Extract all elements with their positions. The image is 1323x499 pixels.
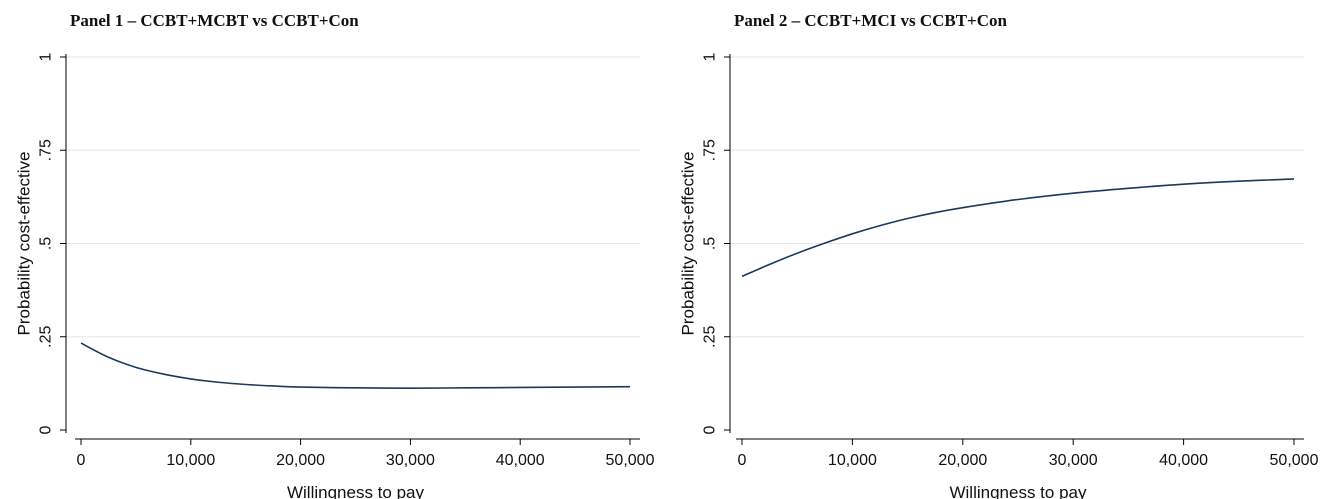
- x-axis-title: Willingness to pay: [949, 483, 1087, 499]
- y-tick-label: 0: [38, 425, 55, 434]
- x-tick-label: 10,000: [166, 452, 215, 469]
- x-tick-label: 20,000: [276, 452, 325, 469]
- x-tick-label: 40,000: [1159, 452, 1208, 469]
- y-tick-label: .25: [702, 326, 719, 348]
- x-tick-label: 10,000: [828, 452, 877, 469]
- x-tick-label: 0: [738, 452, 747, 469]
- series-line: [741, 178, 1295, 278]
- x-axis-title: Willingness to pay: [287, 483, 425, 499]
- series-line: [80, 342, 631, 390]
- x-tick-label: 30,000: [1049, 452, 1098, 469]
- y-tick-label: 0: [702, 425, 719, 434]
- x-tick-label: 30,000: [386, 452, 435, 469]
- y-tick-label: .25: [38, 326, 55, 348]
- panel-1-title: Panel 1 – CCBT+MCBT vs CCBT+Con: [70, 11, 359, 30]
- x-tick-label: 20,000: [938, 452, 987, 469]
- y-tick-label: .5: [702, 237, 719, 250]
- y-tick-label: .75: [702, 139, 719, 161]
- panel-1-plot: 0 .25 .5 .75 1 0 10,000 20,000 30,000 40,000 50,00…: [15, 52, 655, 499]
- y-axis-title: Probability cost-effective: [679, 152, 698, 336]
- x-tick-label: 50,000: [1270, 452, 1319, 469]
- panel-2-title: Panel 2 – CCBT+MCI vs CCBT+Con: [734, 11, 1007, 30]
- panel-2-plot: 0 .25 .5 .75 1 0 10,000 20,000 30,000 40,000 50,00…: [679, 52, 1319, 499]
- y-tick-label: .75: [38, 139, 55, 161]
- y-tick-label: 1: [702, 52, 719, 61]
- x-tick-label: 0: [77, 452, 86, 469]
- y-tick-label: 1: [38, 52, 55, 61]
- x-tick-label: 50,000: [606, 452, 655, 469]
- y-tick-label: .5: [38, 237, 55, 250]
- x-tick-label: 40,000: [496, 452, 545, 469]
- y-axis-title: Probability cost-effective: [15, 152, 34, 336]
